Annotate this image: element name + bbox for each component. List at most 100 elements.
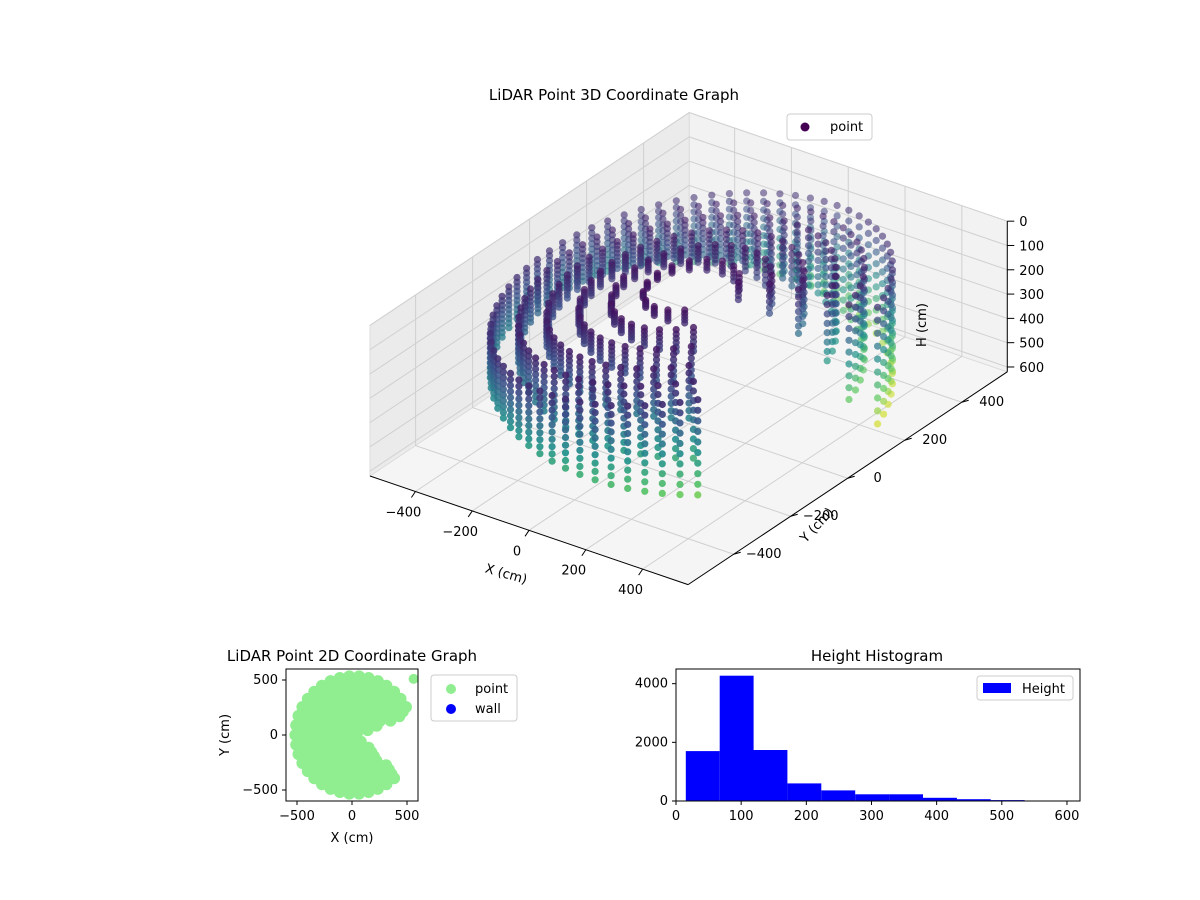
point-marker [888, 257, 896, 265]
point-marker [845, 372, 853, 380]
point-marker [620, 283, 628, 291]
point-marker [515, 382, 523, 390]
point-marker [631, 275, 639, 283]
chart-3d-legend-box [786, 113, 873, 141]
point-marker [823, 347, 831, 356]
point-marker [793, 243, 801, 251]
point-marker [718, 270, 727, 278]
point-marker [499, 397, 507, 405]
point-marker [670, 356, 678, 364]
point-marker [660, 263, 668, 271]
point-marker [343, 670, 356, 683]
point-marker [573, 236, 581, 244]
point-marker [845, 324, 853, 333]
point-marker [506, 418, 515, 426]
point-marker [828, 300, 837, 308]
point-marker [765, 286, 774, 294]
point-marker [855, 223, 863, 231]
point-marker [874, 407, 882, 415]
point-marker [550, 385, 558, 393]
point-marker [779, 268, 787, 276]
point-marker [830, 228, 838, 236]
point-marker [548, 421, 556, 429]
point-marker [864, 241, 873, 249]
point-marker [604, 388, 612, 396]
point-marker [694, 396, 702, 404]
point-marker [641, 440, 649, 448]
chart-2d-legend: point wall [430, 674, 518, 722]
point-marker [788, 250, 796, 258]
point-marker [637, 416, 645, 424]
point-marker [767, 250, 775, 258]
grid-x [642, 205, 963, 570]
point-marker [780, 224, 788, 232]
point-marker [677, 211, 685, 220]
point-marker [681, 319, 689, 327]
point-marker [658, 400, 666, 409]
grid-x [585, 186, 906, 551]
point-marker [506, 381, 515, 390]
point-marker [532, 354, 540, 362]
point-marker [694, 459, 702, 467]
point-marker [548, 450, 556, 458]
point-marker [799, 276, 807, 284]
point-marker [681, 236, 689, 244]
grid-z [369, 111, 1008, 326]
point-marker [494, 393, 502, 401]
point-marker [687, 348, 695, 356]
point-marker [739, 237, 747, 245]
point-marker [561, 456, 570, 465]
point-marker [874, 394, 882, 402]
chart-2d-legend-point: point [475, 682, 508, 697]
point-marker [822, 256, 830, 264]
point-marker [814, 289, 822, 297]
point-marker [607, 454, 615, 462]
point-marker [807, 208, 815, 216]
point-marker [653, 257, 661, 265]
point-marker [506, 406, 515, 414]
point-marker [591, 434, 599, 442]
point-marker [589, 378, 597, 386]
point-marker [641, 487, 649, 495]
point-marker [607, 437, 615, 445]
chart-2d-xlabel: X (cm) [331, 831, 374, 846]
point-marker [525, 395, 533, 403]
point-marker [602, 372, 610, 380]
histogram-bars [685, 675, 1059, 801]
point-marker [872, 225, 880, 233]
histogram-legend-label: Height [1022, 682, 1065, 697]
point-marker [652, 351, 661, 359]
z-tick-label: 0 [1019, 215, 1027, 230]
point-marker [499, 385, 507, 393]
point-marker [754, 240, 762, 248]
point-marker [536, 387, 544, 395]
point-marker [536, 415, 544, 423]
point-marker [289, 729, 302, 741]
point-marker [658, 470, 666, 478]
point-marker [833, 212, 841, 220]
point-marker [823, 301, 831, 309]
point-marker [573, 231, 581, 239]
point-marker [525, 428, 533, 436]
point-marker [851, 339, 860, 347]
point-marker [353, 670, 366, 683]
point-marker [765, 292, 774, 300]
point-marker [823, 310, 831, 318]
chart-2d-ylabel: Y (cm) [218, 714, 233, 757]
point-marker [743, 189, 751, 197]
point-marker [779, 256, 787, 264]
point-marker [525, 362, 533, 371]
point-marker [822, 247, 830, 255]
point-marker [532, 376, 540, 384]
point-marker [845, 217, 853, 225]
chart-3d-legend-label: point [830, 120, 863, 135]
point-marker [699, 229, 707, 237]
point-marker [655, 201, 663, 209]
point-marker [807, 217, 815, 225]
point-marker [822, 281, 830, 289]
point-marker [814, 240, 822, 248]
point-marker [856, 282, 864, 290]
point-marker [874, 303, 882, 311]
point-marker [766, 263, 775, 271]
point-marker [536, 401, 544, 409]
